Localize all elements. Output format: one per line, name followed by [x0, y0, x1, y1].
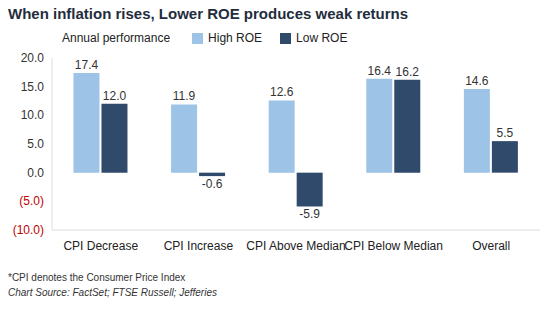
svg-text:CPI Above Median: CPI Above Median	[246, 239, 345, 253]
svg-text:15.0: 15.0	[21, 80, 45, 94]
svg-text:CPI Below Median: CPI Below Median	[344, 239, 443, 253]
html-text:Chart Source: FactSet; FTSE Ru: Chart Source: FactSet; FTSE Russell; Jef…	[8, 287, 217, 298]
svg-text:10.0: 10.0	[21, 108, 45, 122]
html-text:*CPI denotes the Consumer Pric: *CPI denotes the Consumer Price Index	[8, 272, 186, 283]
svg-text:12.6: 12.6	[270, 85, 294, 99]
html-text:Low ROE: Low ROE	[296, 31, 348, 45]
svg-text:(5.0): (5.0)	[19, 194, 44, 208]
html-text:Annual performance: Annual performance	[62, 31, 171, 45]
svg-text:(10.0): (10.0)	[13, 223, 44, 237]
svg-text:17.4: 17.4	[75, 58, 99, 72]
svg-text:20.0: 20.0	[21, 51, 45, 65]
svg-text:CPI Decrease: CPI Decrease	[63, 239, 138, 253]
svg-text:14.6: 14.6	[465, 74, 489, 88]
svg-text:11.9: 11.9	[173, 89, 196, 103]
svg-text:0.0: 0.0	[27, 166, 44, 180]
svg-text:CPI Increase: CPI Increase	[164, 239, 234, 253]
svg-text:5.5: 5.5	[497, 126, 514, 140]
svg-text:5.0: 5.0	[27, 137, 44, 151]
svg-text:Overall: Overall	[472, 239, 510, 253]
svg-text:16.2: 16.2	[396, 65, 420, 79]
html-text:When inflation rises, Lower RO: When inflation rises, Lower ROE produces…	[8, 5, 409, 22]
svg-text:-5.9: -5.9	[299, 207, 320, 221]
html-text:High ROE: High ROE	[208, 31, 263, 45]
svg-text:16.4: 16.4	[368, 64, 392, 78]
svg-text:-0.6: -0.6	[202, 177, 223, 191]
svg-text:12.0: 12.0	[103, 89, 127, 103]
